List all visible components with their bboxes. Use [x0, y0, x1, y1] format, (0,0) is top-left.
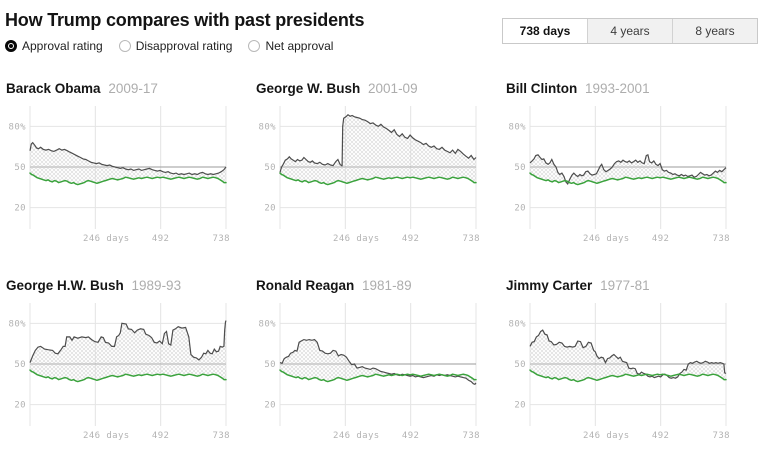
president-name: George H.W. Bush — [6, 278, 124, 293]
chart-ronald-reagan: Ronald Reagan 1981-89 80% 50 20 246 days 492… — [254, 278, 502, 445]
svg-text:50: 50 — [264, 163, 276, 173]
svg-text:738: 738 — [213, 431, 230, 441]
chart-george-w-bush: George W. Bush 2001-09 80% 50 20 246 days 49… — [254, 81, 502, 248]
president-name: George W. Bush — [256, 81, 361, 96]
approval-chart-obama: 80% 50 20 246 days 492 738 — [9, 106, 230, 244]
chart-barack-obama: Barack Obama 2009-17 80% 50 20 246 days 492 7… — [4, 81, 252, 248]
svg-text:738: 738 — [713, 234, 730, 244]
radio-selected-icon — [5, 40, 17, 52]
tab-8-years[interactable]: 8 years — [672, 19, 757, 43]
page-title: How Trump compares with past presidents — [5, 10, 365, 30]
metric-radio-group: Approval rating Disapproval rating Net a… — [5, 39, 758, 53]
chart-title: George W. Bush 2001-09 — [256, 81, 502, 96]
svg-text:246 days: 246 days — [583, 234, 630, 244]
svg-text:246 days: 246 days — [83, 234, 130, 244]
time-range-tab-bar: 738 days 4 years 8 years — [502, 18, 758, 44]
president-name: Bill Clinton — [506, 81, 578, 96]
approval-chart-reagan: 80% 50 20 246 days 492 738 — [259, 303, 480, 441]
svg-text:50: 50 — [514, 163, 526, 173]
approval-chart-gw-bush: 80% 50 20 246 days 492 738 — [259, 106, 480, 244]
svg-text:80%: 80% — [9, 122, 27, 132]
president-years: 2001-09 — [368, 81, 418, 96]
svg-text:492: 492 — [152, 234, 169, 244]
radio-net-approval-label: Net approval — [265, 39, 334, 53]
svg-text:738: 738 — [713, 431, 730, 441]
president-years: 1981-89 — [362, 278, 412, 293]
svg-text:492: 492 — [652, 234, 669, 244]
chart-title: Jimmy Carter 1977-81 — [506, 278, 752, 293]
svg-text:80%: 80% — [509, 122, 527, 132]
svg-text:20: 20 — [514, 204, 526, 214]
chart-title: George H.W. Bush 1989-93 — [6, 278, 252, 293]
svg-text:80%: 80% — [259, 122, 277, 132]
svg-text:492: 492 — [402, 431, 419, 441]
svg-text:492: 492 — [402, 234, 419, 244]
svg-text:20: 20 — [264, 401, 276, 411]
svg-text:20: 20 — [14, 401, 26, 411]
radio-disapproval-label: Disapproval rating — [135, 39, 233, 53]
svg-text:492: 492 — [652, 431, 669, 441]
radio-unselected-icon — [248, 40, 261, 52]
radio-net-approval[interactable]: Net approval — [248, 39, 333, 53]
chart-title: Barack Obama 2009-17 — [6, 81, 252, 96]
svg-text:738: 738 — [213, 234, 230, 244]
radio-disapproval-rating[interactable]: Disapproval rating — [118, 39, 233, 53]
president-years: 1993-2001 — [585, 81, 650, 96]
president-name: Ronald Reagan — [256, 278, 355, 293]
president-name: Barack Obama — [6, 81, 101, 96]
svg-text:80%: 80% — [9, 319, 27, 329]
svg-text:50: 50 — [264, 360, 276, 370]
president-years: 1989-93 — [131, 278, 182, 293]
svg-text:20: 20 — [514, 401, 526, 411]
chart-title: Bill Clinton 1993-2001 — [506, 81, 752, 96]
svg-text:50: 50 — [14, 360, 26, 370]
radio-approval-label: Approval rating — [22, 39, 103, 53]
approval-chart-clinton: 80% 50 20 246 days 492 738 — [509, 106, 730, 244]
svg-text:50: 50 — [14, 163, 26, 173]
svg-text:80%: 80% — [509, 319, 527, 329]
svg-text:20: 20 — [14, 204, 26, 214]
tab-4-years[interactable]: 4 years — [587, 19, 672, 43]
tab-738-days[interactable]: 738 days — [503, 19, 587, 43]
svg-text:738: 738 — [463, 234, 480, 244]
radio-approval-rating[interactable]: Approval rating — [5, 39, 103, 53]
chart-jimmy-carter: Jimmy Carter 1977-81 80% 50 20 246 days 492 7… — [504, 278, 752, 445]
chart-bill-clinton: Bill Clinton 1993-2001 80% 50 20 246 days 49… — [504, 81, 752, 248]
svg-text:246 days: 246 days — [583, 431, 630, 441]
approval-chart-carter: 80% 50 20 246 days 492 738 — [509, 303, 730, 441]
chart-george-hw-bush: George H.W. Bush 1989-93 80% 50 20 246 days… — [4, 278, 252, 445]
svg-text:50: 50 — [514, 360, 526, 370]
svg-text:738: 738 — [463, 431, 480, 441]
president-years: 2009-17 — [108, 81, 158, 96]
svg-text:246 days: 246 days — [83, 431, 130, 441]
svg-text:492: 492 — [152, 431, 169, 441]
radio-unselected-icon — [118, 40, 131, 52]
approval-chart-ghw-bush: 80% 50 20 246 days 492 738 — [9, 303, 230, 441]
president-name: Jimmy Carter — [506, 278, 593, 293]
svg-text:20: 20 — [264, 204, 276, 214]
svg-text:80%: 80% — [259, 319, 277, 329]
small-multiples-grid: Barack Obama 2009-17 80% 50 20 246 days 492 7… — [4, 81, 758, 445]
svg-text:246 days: 246 days — [333, 234, 380, 244]
svg-text:246 days: 246 days — [333, 431, 380, 441]
chart-title: Ronald Reagan 1981-89 — [256, 278, 502, 293]
president-years: 1977-81 — [600, 278, 650, 293]
